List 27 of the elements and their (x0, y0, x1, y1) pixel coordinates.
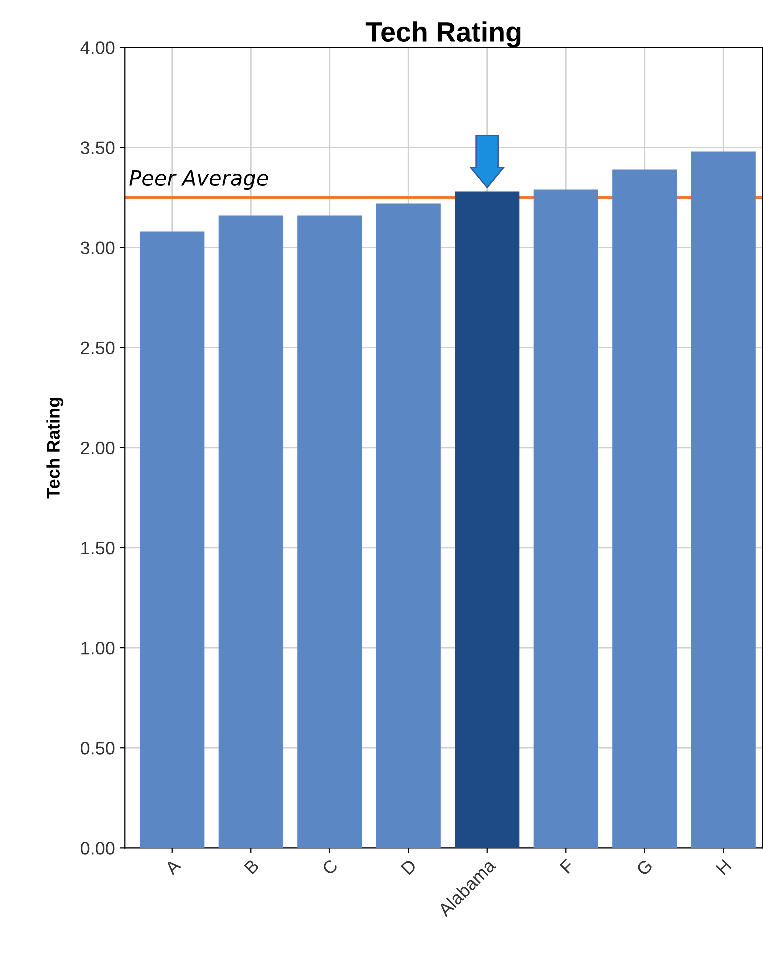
x-tick-label: A (164, 858, 182, 876)
y-tick-label: 2.50 (81, 342, 115, 355)
bar (218, 216, 284, 848)
y-tick-label: 2.00 (81, 442, 115, 455)
ref-line-label: Peer Average (130, 170, 268, 190)
x-tick-label: G (636, 859, 654, 877)
y-tick-label: 1.50 (82, 542, 115, 555)
x-tick-label: F (560, 858, 575, 874)
bar (612, 170, 678, 848)
bar (691, 152, 756, 848)
y-tick-label: 0.00 (80, 842, 115, 855)
y-tick-label: 3.50 (80, 142, 115, 154)
x-tick-label: D (400, 858, 418, 876)
bar (455, 192, 520, 848)
y-tick-label: 0.50 (80, 742, 115, 755)
bar (534, 190, 598, 848)
x-tick-label: H (716, 859, 732, 876)
x-tick-label: B (244, 859, 260, 875)
bar (140, 232, 205, 848)
x-tick-label: C (322, 858, 339, 876)
bar (376, 204, 441, 848)
y-axis-title: Tech Rating (46, 398, 64, 499)
bar (298, 216, 362, 848)
chart-title: Tech Rating (366, 22, 521, 48)
y-tick-label: 4.00 (80, 42, 115, 54)
y-tick-label: 1.00 (82, 642, 115, 655)
y-tick-label: 3.00 (80, 242, 115, 254)
